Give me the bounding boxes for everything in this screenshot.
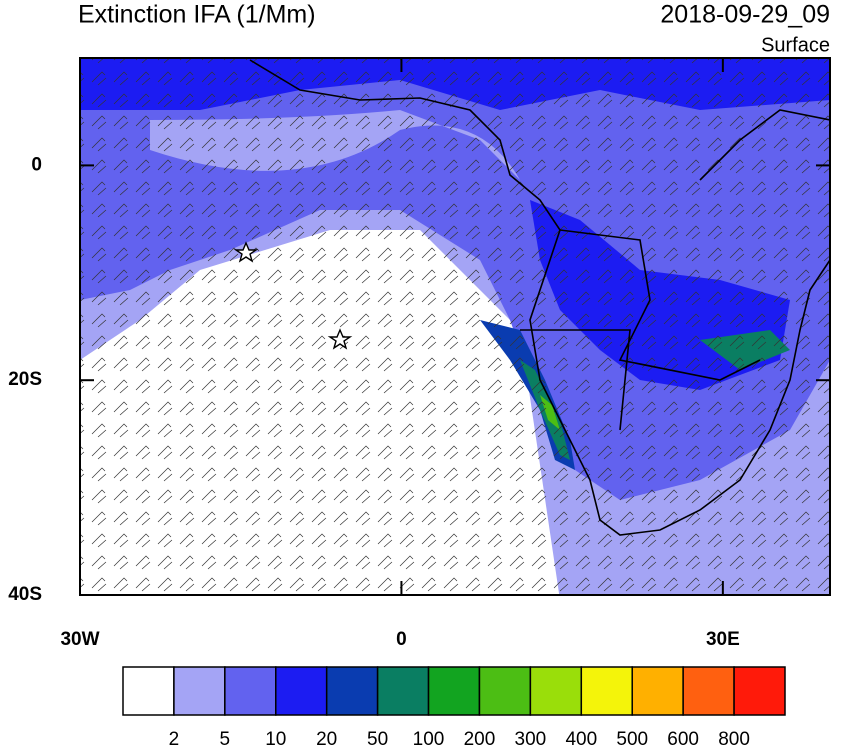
wind-barbs bbox=[80, 58, 830, 595]
map-frame bbox=[79, 57, 831, 596]
colorbar-box bbox=[122, 666, 175, 716]
colorbar: 2 5 10 20 50 100 200 300 400 500 600 800 bbox=[122, 666, 786, 750]
colorbar-label: 10 bbox=[265, 729, 286, 750]
x-tick-label: 30W bbox=[60, 629, 99, 650]
y-tick-label: 20S bbox=[8, 369, 42, 390]
colorbar-box bbox=[173, 666, 226, 716]
colorbar-label: 20 bbox=[316, 729, 337, 750]
coastline bbox=[249, 59, 830, 536]
x-tick-label: 30E bbox=[706, 629, 740, 650]
station-marker bbox=[233, 241, 353, 350]
colorbar-box bbox=[733, 666, 786, 716]
colorbar-label: 600 bbox=[667, 729, 699, 750]
colorbar-label: 500 bbox=[616, 729, 648, 750]
colorbar-box bbox=[275, 666, 328, 716]
colorbar-box bbox=[224, 666, 277, 716]
y-tick-label: 0 bbox=[31, 154, 42, 175]
axes: 30W 0 30E 0 20S 40S bbox=[8, 58, 830, 650]
datetime: 2018-09-29_09 bbox=[660, 1, 830, 29]
y-tick-label: 40S bbox=[8, 584, 42, 605]
borders bbox=[520, 109, 830, 431]
colorbar-box bbox=[682, 666, 735, 716]
colorbar-box bbox=[631, 666, 684, 716]
colorbar-box bbox=[478, 666, 532, 716]
colorbar-label: 5 bbox=[220, 729, 231, 750]
map-field bbox=[80, 58, 830, 595]
colorbar-box bbox=[325, 666, 379, 716]
colorbar-label: 50 bbox=[367, 729, 388, 750]
colorbar-box bbox=[529, 666, 583, 716]
colorbar-label: 300 bbox=[515, 729, 547, 750]
map-title: Extinction IFA (1/Mm) bbox=[78, 1, 316, 29]
colorbar-label: 2 bbox=[169, 729, 180, 750]
colorbar-label: 800 bbox=[718, 729, 750, 750]
colorbar-box bbox=[580, 666, 633, 716]
colorbar-label: 200 bbox=[464, 729, 496, 750]
x-tick-label: 0 bbox=[396, 629, 407, 650]
colorbar-box bbox=[376, 666, 430, 716]
level: Surface bbox=[761, 34, 830, 56]
colorbar-label: 100 bbox=[413, 729, 445, 750]
colorbar-label: 400 bbox=[565, 729, 597, 750]
colorbar-box bbox=[427, 666, 481, 716]
